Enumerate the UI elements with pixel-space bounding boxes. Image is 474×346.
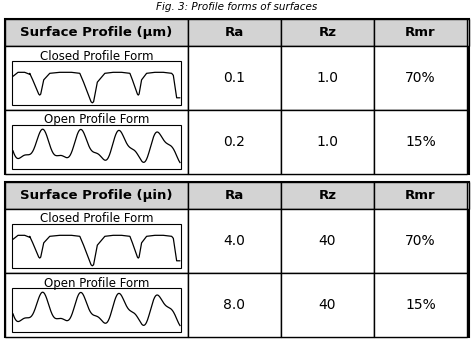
Text: Rmr: Rmr bbox=[405, 189, 436, 202]
Bar bbox=[188, 46, 281, 110]
Bar bbox=[5, 209, 188, 273]
Bar bbox=[5, 19, 469, 174]
Bar bbox=[281, 46, 374, 110]
Bar bbox=[12, 224, 181, 268]
Text: Surface Profile (μin): Surface Profile (μin) bbox=[20, 189, 173, 202]
Bar bbox=[5, 46, 188, 110]
Text: 40: 40 bbox=[319, 298, 336, 312]
Bar bbox=[5, 110, 188, 174]
Text: 0.2: 0.2 bbox=[224, 135, 246, 149]
Text: 40: 40 bbox=[319, 234, 336, 248]
Bar bbox=[188, 273, 281, 337]
Text: Ra: Ra bbox=[225, 26, 244, 39]
Bar bbox=[188, 209, 281, 273]
Bar bbox=[12, 125, 181, 169]
Text: 15%: 15% bbox=[405, 135, 436, 149]
Bar bbox=[5, 19, 188, 46]
Text: Rz: Rz bbox=[319, 26, 337, 39]
Bar bbox=[188, 110, 281, 174]
Bar bbox=[12, 61, 181, 105]
Text: 15%: 15% bbox=[405, 298, 436, 312]
Bar bbox=[5, 182, 469, 337]
Bar bbox=[5, 182, 188, 209]
Bar bbox=[5, 19, 469, 46]
Bar bbox=[281, 110, 374, 174]
Text: 70%: 70% bbox=[405, 234, 436, 248]
Bar bbox=[5, 182, 469, 209]
Text: Open Profile Form: Open Profile Form bbox=[44, 276, 149, 290]
Text: Rz: Rz bbox=[319, 189, 337, 202]
Text: Closed Profile Form: Closed Profile Form bbox=[40, 212, 153, 226]
Bar bbox=[281, 273, 374, 337]
Bar bbox=[374, 46, 467, 110]
Bar bbox=[5, 273, 188, 337]
Bar bbox=[281, 209, 374, 273]
Text: Closed Profile Form: Closed Profile Form bbox=[40, 49, 153, 63]
Text: Open Profile Form: Open Profile Form bbox=[44, 113, 149, 127]
Text: Fig. 3: Profile forms of surfaces: Fig. 3: Profile forms of surfaces bbox=[156, 2, 318, 12]
Bar bbox=[374, 273, 467, 337]
Text: 70%: 70% bbox=[405, 71, 436, 85]
Bar bbox=[374, 110, 467, 174]
Text: 8.0: 8.0 bbox=[224, 298, 246, 312]
Bar bbox=[188, 182, 281, 209]
Bar bbox=[12, 288, 181, 332]
Bar bbox=[374, 182, 467, 209]
Text: Surface Profile (μm): Surface Profile (μm) bbox=[20, 26, 173, 39]
Text: 0.1: 0.1 bbox=[224, 71, 246, 85]
Text: Ra: Ra bbox=[225, 189, 244, 202]
Bar bbox=[374, 19, 467, 46]
Bar bbox=[281, 19, 374, 46]
Bar bbox=[188, 19, 281, 46]
Text: 4.0: 4.0 bbox=[224, 234, 246, 248]
Bar bbox=[374, 209, 467, 273]
Text: 1.0: 1.0 bbox=[317, 71, 338, 85]
Bar bbox=[281, 182, 374, 209]
Text: Rmr: Rmr bbox=[405, 26, 436, 39]
Text: 1.0: 1.0 bbox=[317, 135, 338, 149]
